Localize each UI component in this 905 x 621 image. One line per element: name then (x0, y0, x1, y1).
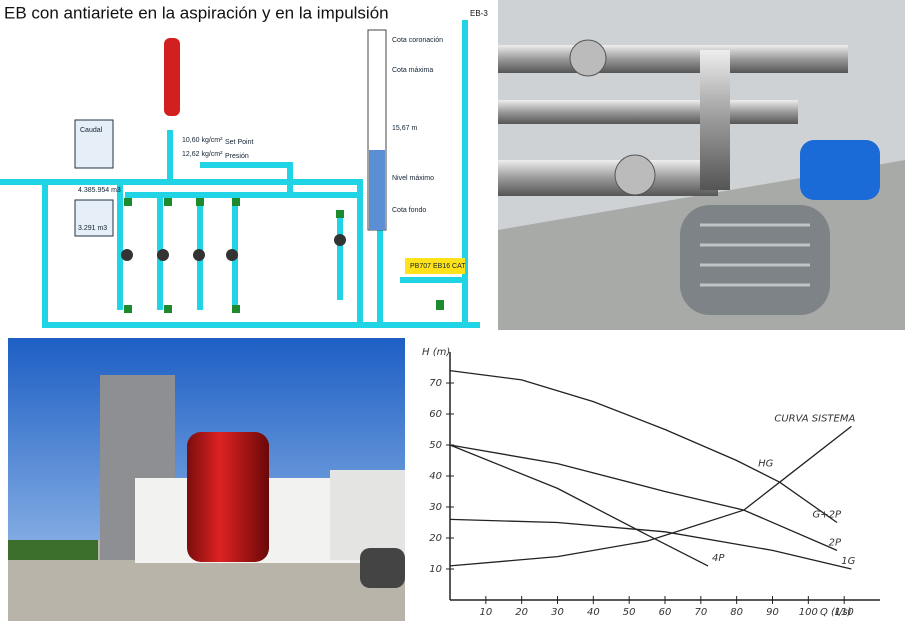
x-tick-label: 100 (799, 607, 818, 618)
x-tick-label: 20 (515, 607, 528, 618)
pump-chart: 10 20 30 40 50 60 70 10 20 30 40 50 60 70 80 90 100 110 H … (422, 347, 880, 618)
curve (449, 369, 838, 524)
scada-title: EB con antiariete en la aspiración y en … (4, 3, 389, 22)
scada-label: Cota fondo (392, 207, 426, 214)
scada-label: Cota coronación (392, 37, 443, 44)
x-tick-label: 10 (479, 607, 492, 618)
pump-room-photo (498, 0, 905, 330)
y-tick-label: 10 (429, 564, 442, 575)
y-tick-label: 70 (429, 378, 442, 389)
curve-label: 2P (829, 537, 842, 548)
x-tick-label: 70 (694, 607, 707, 618)
curve (449, 518, 852, 570)
y-tick-label: 40 (429, 471, 442, 482)
scada-pumps (121, 234, 346, 261)
x-tick-label: 40 (587, 607, 600, 618)
scada-label: Caudal (80, 127, 103, 134)
scada-tank-level (369, 150, 385, 230)
curve-label: 4P (712, 553, 725, 564)
scada-label: 3.291 m3 (78, 225, 107, 232)
y-tick-label: 20 (429, 533, 442, 544)
scada-tag: EB-3 (470, 9, 488, 18)
scada-label: 10,60 kg/cm² (182, 137, 223, 144)
scada-label: 12,62 kg/cm² (182, 151, 223, 158)
curve (449, 444, 838, 551)
y-tick-label: 30 (429, 502, 442, 513)
x-tick-label: 110 (835, 607, 854, 618)
scada-vessel (164, 38, 180, 116)
scada-label: Nivel máximo (392, 175, 434, 182)
scada-label: 15,67 m (392, 125, 417, 132)
curve-label: CURVA SISTEMA (774, 413, 855, 424)
scada-box (74, 119, 114, 169)
x-tick-label: 80 (730, 607, 743, 618)
scada-label: 4.385.954 m3 (78, 187, 121, 194)
curve (449, 425, 852, 567)
x-tick-label: 50 (623, 607, 636, 618)
x-tick-label: 90 (766, 607, 779, 618)
scada-label: Set Point (225, 139, 253, 146)
y-tick-label: 50 (429, 440, 442, 451)
curve-label: G+2P (812, 510, 841, 521)
x-tick-label: 30 (551, 607, 564, 618)
scada-label: PB707 EB16 CAT (410, 263, 466, 270)
scada-box (74, 199, 114, 237)
y-axis-label: H (m) (422, 347, 450, 358)
scada-label: Cota máxima (392, 67, 433, 74)
y-tick-label: 60 (429, 409, 442, 420)
x-axis-label: Q (ℓ/s) (820, 607, 852, 618)
scada-label: Presión (225, 153, 249, 160)
x-tick-label: 60 (659, 607, 672, 618)
annotation: HG (758, 459, 774, 470)
scada-alarm-box (405, 258, 465, 274)
chart-panel (410, 338, 905, 621)
curve-label: 1G (841, 556, 855, 567)
curve (449, 444, 709, 567)
tanks-photo (8, 338, 405, 621)
scada-valves (124, 198, 444, 313)
